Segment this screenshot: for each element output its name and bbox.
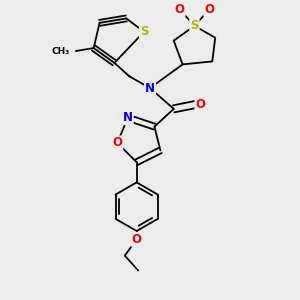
Text: O: O [195,98,206,111]
Text: N: N [145,82,155,94]
Text: S: S [140,25,148,38]
Text: CH₃: CH₃ [51,46,69,56]
Text: S: S [190,19,199,32]
Text: O: O [175,3,184,16]
Text: N: N [123,111,133,124]
Text: O: O [112,136,122,149]
Text: O: O [204,3,214,16]
Text: O: O [132,233,142,246]
